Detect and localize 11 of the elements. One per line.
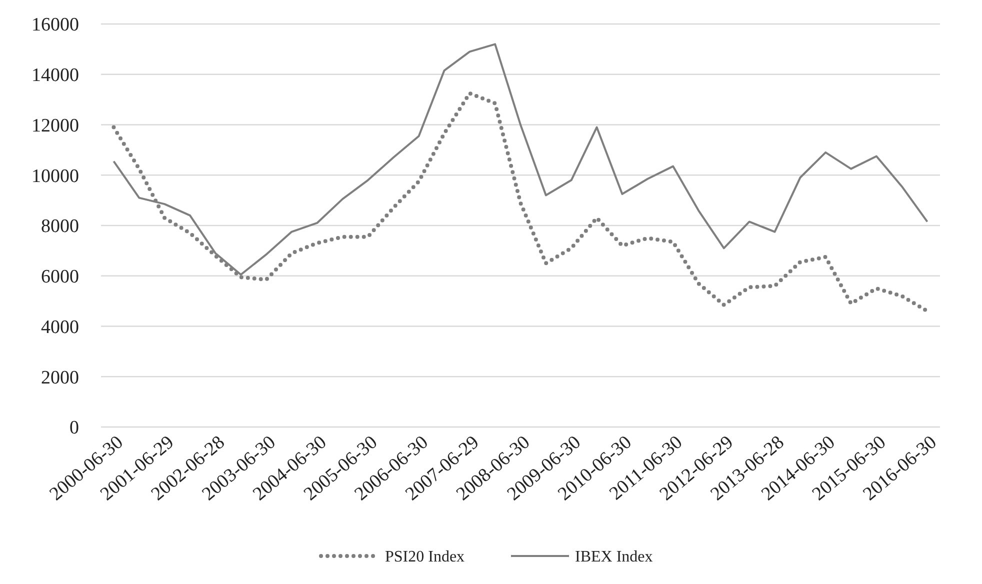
y-tick-label: 0 (70, 418, 79, 439)
legend-label: IBEX Index (575, 548, 653, 566)
y-tick-label: 4000 (41, 316, 79, 338)
y-tick-label: 14000 (32, 65, 79, 86)
legend-label: PSI20 Index (385, 548, 465, 566)
y-tick-label: 6000 (41, 266, 79, 288)
y-tick-label: 16000 (32, 14, 79, 36)
y-tick-label: 2000 (41, 367, 79, 388)
y-tick-label: 12000 (32, 115, 79, 136)
y-tick-label: 10000 (32, 166, 79, 187)
y-tick-label: 8000 (41, 216, 79, 238)
